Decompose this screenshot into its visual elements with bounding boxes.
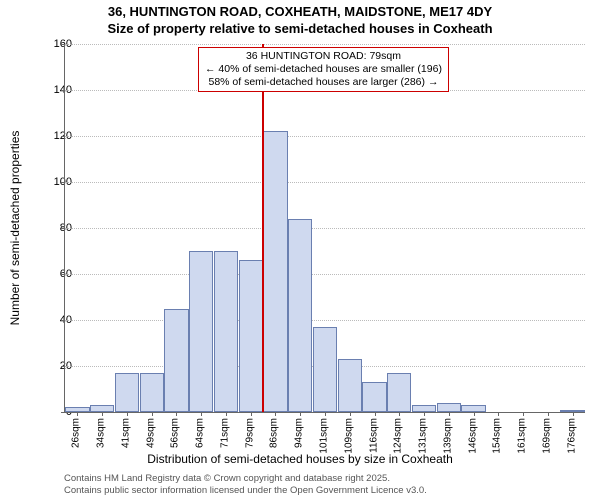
grid-line	[65, 228, 585, 229]
histogram-bar	[239, 260, 263, 412]
reference-marker-line	[262, 44, 264, 412]
chart-container: 36, HUNTINGTON ROAD, COXHEATH, MAIDSTONE…	[0, 0, 600, 500]
x-tick-mark	[201, 412, 202, 416]
x-axis-label: Distribution of semi-detached houses by …	[0, 452, 600, 466]
histogram-bar	[288, 219, 312, 412]
chart-title: 36, HUNTINGTON ROAD, COXHEATH, MAIDSTONE…	[0, 0, 600, 38]
x-tick-label: 139sqm	[442, 418, 453, 454]
grid-line	[65, 274, 585, 275]
x-tick-mark	[275, 412, 276, 416]
attribution-footer: Contains HM Land Registry data © Crown c…	[64, 473, 427, 496]
x-tick-label: 41sqm	[120, 418, 131, 448]
histogram-bar	[90, 405, 114, 412]
grid-line	[65, 320, 585, 321]
x-tick-label: 101sqm	[319, 418, 330, 454]
histogram-bar	[263, 131, 287, 412]
x-tick-mark	[474, 412, 475, 416]
x-tick-mark	[573, 412, 574, 416]
grid-line	[65, 182, 585, 183]
histogram-bar	[338, 359, 362, 412]
histogram-bar	[461, 405, 485, 412]
grid-line	[65, 44, 585, 45]
x-tick-label: 64sqm	[195, 418, 206, 448]
x-tick-mark	[325, 412, 326, 416]
x-tick-label: 26sqm	[71, 418, 82, 448]
y-axis-label: Number of semi-detached properties	[8, 131, 22, 326]
x-tick-label: 146sqm	[467, 418, 478, 454]
x-tick-label: 94sqm	[294, 418, 305, 448]
histogram-bar	[115, 373, 139, 412]
x-tick-mark	[498, 412, 499, 416]
x-tick-mark	[127, 412, 128, 416]
x-tick-mark	[523, 412, 524, 416]
x-tick-mark	[399, 412, 400, 416]
footer-line-2: Contains public sector information licen…	[64, 485, 427, 496]
marker-callout: 36 HUNTINGTON ROAD: 79sqm ← 40% of semi-…	[198, 47, 449, 92]
x-tick-mark	[449, 412, 450, 416]
x-tick-mark	[176, 412, 177, 416]
x-tick-mark	[251, 412, 252, 416]
histogram-bar	[362, 382, 386, 412]
x-tick-label: 71sqm	[219, 418, 230, 448]
footer-line-1: Contains HM Land Registry data © Crown c…	[64, 473, 427, 484]
x-tick-label: 56sqm	[170, 418, 181, 448]
histogram-bar	[189, 251, 213, 412]
histogram-bar	[214, 251, 238, 412]
plot-area	[64, 44, 585, 413]
x-tick-mark	[424, 412, 425, 416]
x-tick-label: 131sqm	[418, 418, 429, 454]
histogram-bar	[437, 403, 461, 412]
x-tick-label: 34sqm	[96, 418, 107, 448]
histogram-bar	[412, 405, 436, 412]
x-tick-label: 124sqm	[393, 418, 404, 454]
x-tick-mark	[350, 412, 351, 416]
x-tick-label: 49sqm	[145, 418, 156, 448]
x-tick-mark	[548, 412, 549, 416]
callout-line-3: 58% of semi-detached houses are larger (…	[205, 76, 442, 89]
x-tick-mark	[226, 412, 227, 416]
x-tick-label: 161sqm	[517, 418, 528, 454]
x-tick-mark	[77, 412, 78, 416]
grid-line	[65, 136, 585, 137]
histogram-bar	[140, 373, 164, 412]
x-tick-label: 79sqm	[244, 418, 255, 448]
x-tick-label: 154sqm	[492, 418, 503, 454]
x-tick-label: 86sqm	[269, 418, 280, 448]
x-tick-mark	[102, 412, 103, 416]
callout-line-2: ← 40% of semi-detached houses are smalle…	[205, 63, 442, 76]
callout-line-1: 36 HUNTINGTON ROAD: 79sqm	[205, 50, 442, 63]
histogram-bar	[387, 373, 411, 412]
x-tick-label: 176sqm	[566, 418, 577, 454]
title-line-1: 36, HUNTINGTON ROAD, COXHEATH, MAIDSTONE…	[0, 4, 600, 21]
title-line-2: Size of property relative to semi-detach…	[0, 21, 600, 38]
histogram-bar	[313, 327, 337, 412]
histogram-bar	[164, 309, 188, 413]
x-tick-label: 109sqm	[343, 418, 354, 454]
x-tick-mark	[375, 412, 376, 416]
x-tick-label: 169sqm	[541, 418, 552, 454]
x-tick-mark	[300, 412, 301, 416]
x-tick-label: 116sqm	[368, 418, 379, 453]
x-tick-mark	[152, 412, 153, 416]
y-tick-mark	[61, 412, 65, 413]
